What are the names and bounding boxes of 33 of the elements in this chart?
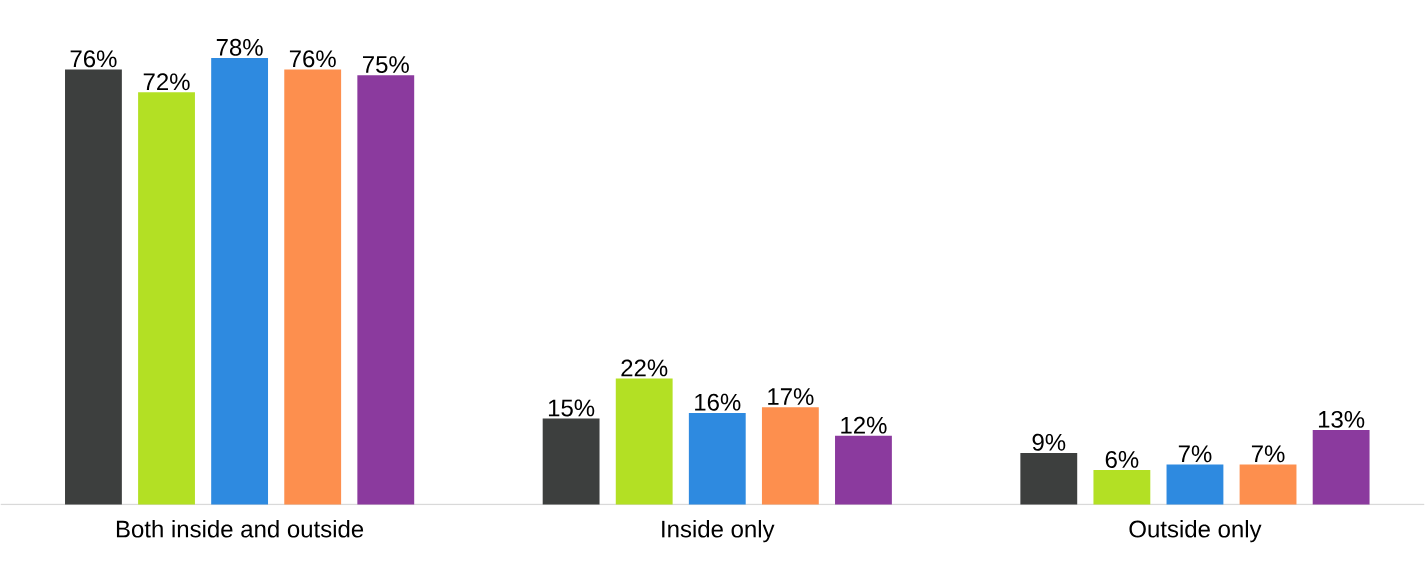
data-label: 9%	[1032, 433, 1066, 451]
data-label: 16%	[695, 393, 741, 411]
bar	[761, 406, 819, 505]
x-tick-label: Both inside and outside	[116, 519, 364, 538]
bar	[1166, 464, 1224, 505]
data-label: 75%	[363, 55, 409, 73]
bar	[284, 69, 342, 505]
data-label: 7%	[1251, 445, 1285, 463]
bar	[65, 69, 122, 505]
bar	[138, 92, 195, 505]
bar	[835, 435, 892, 505]
data-label: 22%	[621, 359, 668, 377]
bar	[1020, 452, 1078, 505]
bar	[542, 418, 600, 505]
bar	[1312, 429, 1370, 505]
bar	[615, 378, 673, 505]
data-label: 15%	[548, 399, 595, 417]
bar	[1239, 464, 1297, 505]
data-label: 76%	[70, 50, 117, 68]
data-label: 13%	[1318, 410, 1365, 428]
bar	[688, 412, 746, 505]
data-label: 12%	[841, 416, 887, 434]
bar	[211, 57, 269, 505]
data-label: 72%	[143, 73, 190, 90]
data-label: 76%	[289, 50, 336, 68]
data-label: 6%	[1105, 450, 1139, 468]
bar	[1093, 469, 1151, 505]
bar	[357, 75, 415, 505]
x-tick-label: Inside only	[662, 519, 775, 543]
x-tick-label: Outside only	[1129, 519, 1262, 543]
data-label: 7%	[1178, 445, 1212, 463]
data-label: 17%	[768, 388, 814, 405]
data-label: 78%	[216, 38, 263, 56]
